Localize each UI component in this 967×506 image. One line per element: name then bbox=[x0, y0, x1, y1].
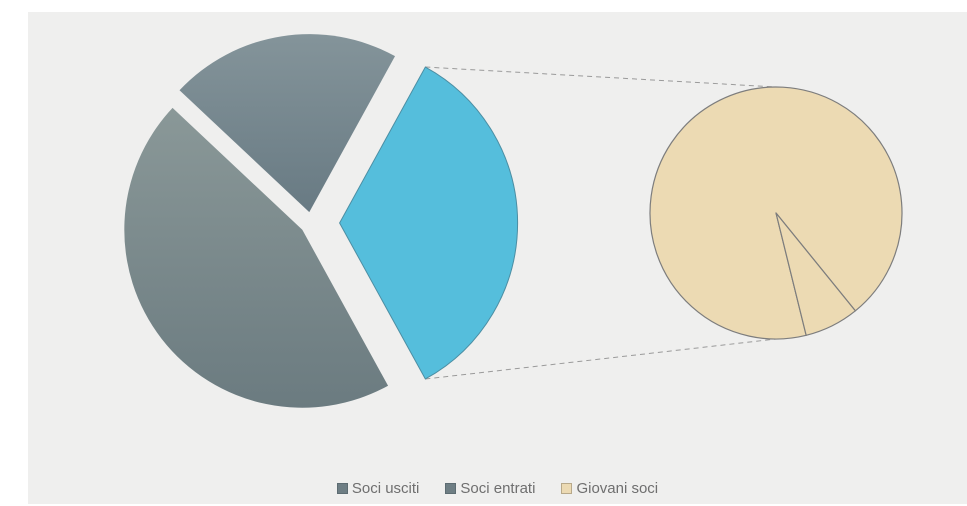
pie-slice-giovani-soci bbox=[339, 66, 519, 380]
connector-line-bottom bbox=[425, 338, 777, 380]
legend-label-soci-entrati: Soci entrati bbox=[460, 479, 536, 497]
legend-item-soci-entrati[interactable]: Soci entrati bbox=[445, 480, 535, 497]
legend-item-soci-usciti[interactable]: Soci usciti bbox=[336, 479, 420, 497]
connector-line-top bbox=[425, 66, 777, 88]
secondary-pie-slice-2 bbox=[775, 212, 856, 336]
pie-slice-soci-usciti bbox=[124, 107, 389, 408]
connector-lines bbox=[425, 66, 777, 380]
legend-swatch-soci-usciti bbox=[336, 482, 348, 494]
legend-swatch-giovani-soci bbox=[561, 482, 573, 494]
legend-label-soci-usciti: Soci usciti bbox=[351, 479, 420, 497]
legend-item-giovani-soci[interactable]: Giovani soci bbox=[561, 480, 658, 497]
main-pie bbox=[124, 34, 519, 408]
legend-swatch-soci-entrati bbox=[445, 482, 457, 494]
pie-of-pie-chart bbox=[124, 34, 903, 408]
legend-label-giovani-soci: Giovani soci bbox=[576, 479, 659, 497]
secondary-pie bbox=[649, 86, 903, 340]
pie-slice-soci-entrati bbox=[179, 34, 396, 213]
chart-area: Soci usciti Soci entrati Giovani soci bbox=[28, 12, 967, 504]
legend: Soci usciti Soci entrati Giovani soci bbox=[28, 477, 967, 499]
